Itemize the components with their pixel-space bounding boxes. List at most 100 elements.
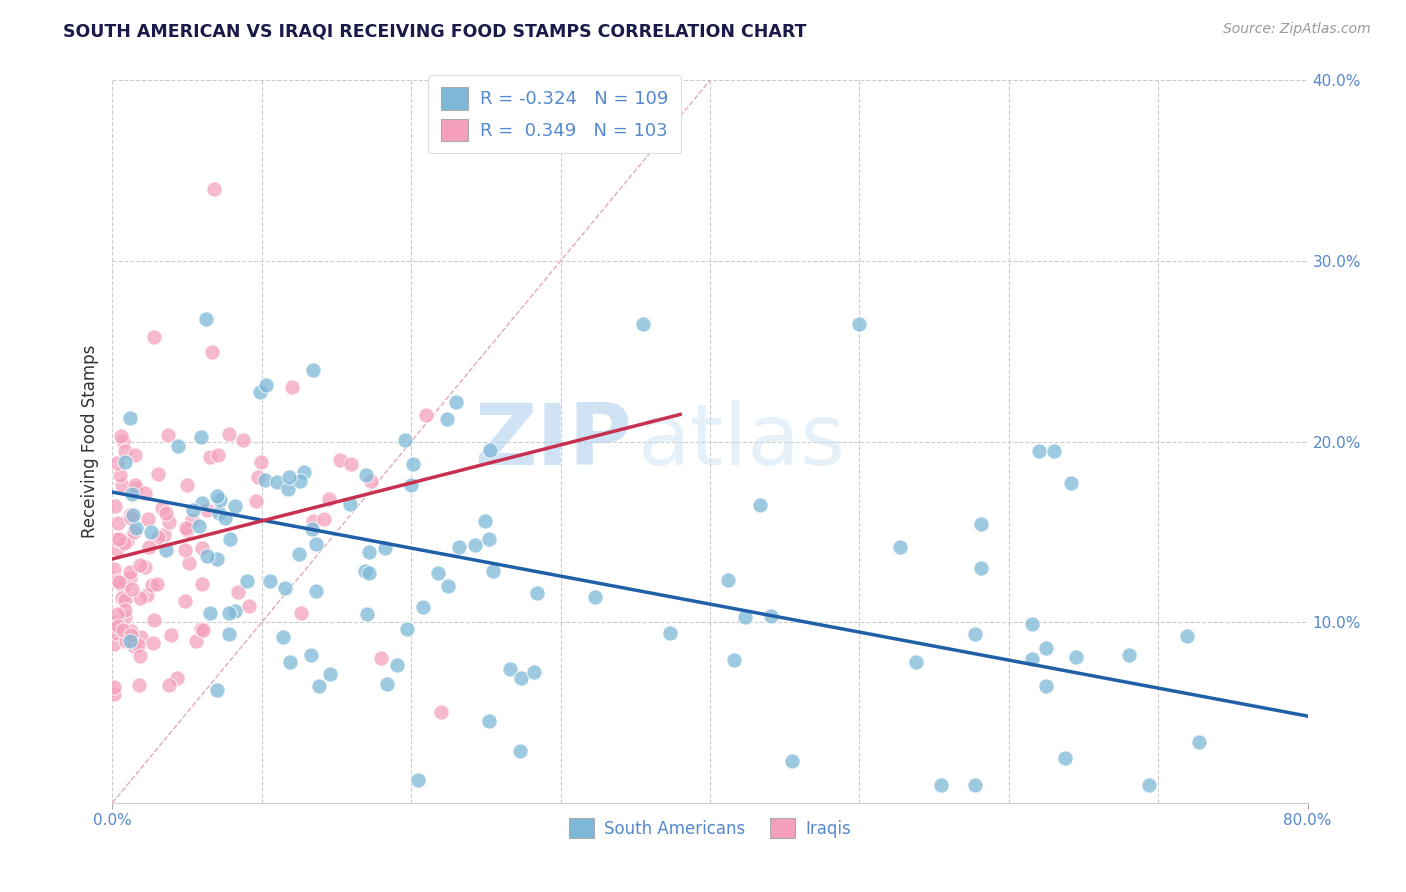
Point	[1053, 750, 1076, 764]
Text: ZIP: ZIP	[475, 400, 633, 483]
Point	[218, 426, 240, 441]
Point	[929, 778, 952, 792]
Point	[1137, 778, 1160, 792]
Point	[278, 655, 301, 669]
Point	[129, 558, 152, 572]
Point	[723, 653, 745, 667]
Point	[146, 467, 169, 481]
Point	[208, 506, 231, 520]
Point	[146, 577, 169, 591]
Point	[1028, 443, 1050, 458]
Point	[238, 599, 260, 613]
Point	[202, 182, 225, 196]
Point	[402, 458, 425, 472]
Point	[963, 778, 986, 792]
Point	[356, 607, 378, 621]
Point	[259, 574, 281, 588]
Point	[157, 516, 180, 530]
Point	[274, 581, 297, 595]
Point	[905, 655, 928, 669]
Point	[399, 478, 422, 492]
Point	[305, 584, 328, 599]
Point	[370, 651, 392, 665]
Point	[427, 566, 450, 580]
Point	[290, 606, 312, 620]
Point	[166, 671, 188, 685]
Point	[104, 499, 127, 513]
Point	[142, 613, 165, 627]
Point	[1035, 679, 1057, 693]
Point	[205, 490, 228, 504]
Point	[146, 530, 169, 544]
Point	[120, 566, 142, 580]
Point	[103, 637, 125, 651]
Point	[387, 657, 409, 672]
Point	[478, 714, 501, 728]
Point	[200, 607, 222, 621]
Point	[848, 317, 870, 331]
Point	[412, 600, 434, 615]
Point	[207, 448, 229, 462]
Legend: South Americans, Iraqis: South Americans, Iraqis	[562, 812, 858, 845]
Point	[301, 514, 323, 528]
Point	[142, 635, 165, 649]
Text: Source: ZipAtlas.com: Source: ZipAtlas.com	[1223, 22, 1371, 37]
Point	[155, 543, 177, 558]
Point	[1175, 629, 1198, 643]
Point	[288, 547, 311, 561]
Point	[305, 537, 328, 551]
Point	[201, 345, 224, 359]
Point	[157, 678, 180, 692]
Point	[356, 467, 378, 482]
Point	[114, 455, 136, 469]
Point	[190, 623, 212, 637]
Point	[125, 481, 148, 495]
Point	[1021, 617, 1043, 632]
Point	[759, 609, 782, 624]
Point	[1035, 640, 1057, 655]
Point	[437, 578, 460, 592]
Point	[357, 545, 380, 559]
Point	[1188, 735, 1211, 749]
Point	[129, 591, 152, 606]
Point	[329, 453, 352, 467]
Point	[360, 475, 382, 489]
Point	[105, 542, 128, 557]
Point	[340, 457, 363, 471]
Point	[509, 671, 531, 685]
Point	[359, 566, 381, 580]
Point	[394, 433, 416, 447]
Point	[121, 582, 143, 597]
Point	[312, 511, 335, 525]
Point	[105, 626, 128, 640]
Point	[477, 532, 499, 546]
Point	[430, 706, 453, 720]
Point	[115, 534, 138, 549]
Point	[232, 434, 254, 448]
Point	[107, 456, 129, 470]
Point	[120, 511, 142, 525]
Point	[224, 604, 246, 618]
Point	[526, 585, 548, 599]
Point	[191, 623, 214, 637]
Point	[157, 427, 180, 442]
Point	[288, 474, 311, 488]
Point	[970, 561, 993, 575]
Point	[112, 434, 135, 448]
Point	[254, 378, 277, 392]
Point	[129, 630, 152, 644]
Point	[436, 412, 458, 426]
Point	[114, 610, 136, 624]
Text: atlas: atlas	[638, 400, 846, 483]
Point	[734, 610, 756, 624]
Point	[245, 494, 267, 508]
Point	[134, 486, 156, 500]
Point	[155, 506, 177, 520]
Point	[205, 552, 228, 566]
Point	[188, 519, 211, 533]
Point	[250, 455, 273, 469]
Point	[301, 522, 323, 536]
Point	[195, 503, 218, 517]
Point	[111, 581, 134, 595]
Point	[235, 574, 257, 589]
